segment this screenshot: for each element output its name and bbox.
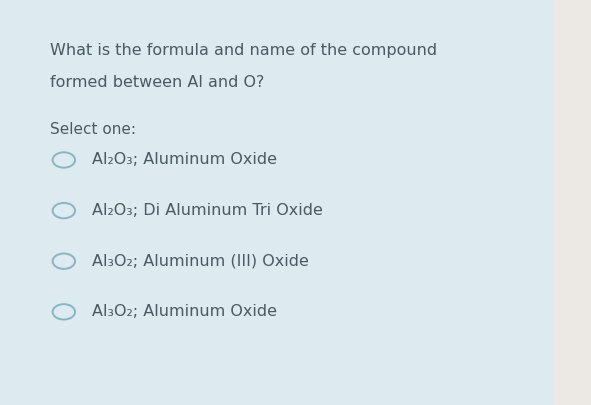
Text: Al₃O₂; Aluminum (III) Oxide: Al₃O₂; Aluminum (III) Oxide: [92, 254, 309, 269]
Text: What is the formula and name of the compound: What is the formula and name of the comp…: [50, 43, 437, 58]
Text: formed between Al and O?: formed between Al and O?: [50, 75, 265, 90]
Text: Al₃O₂; Aluminum Oxide: Al₃O₂; Aluminum Oxide: [92, 304, 277, 320]
Text: Al₂O₃; Aluminum Oxide: Al₂O₃; Aluminum Oxide: [92, 152, 277, 168]
Text: Al₂O₃; Di Aluminum Tri Oxide: Al₂O₃; Di Aluminum Tri Oxide: [92, 203, 323, 218]
Text: Select one:: Select one:: [50, 122, 137, 136]
